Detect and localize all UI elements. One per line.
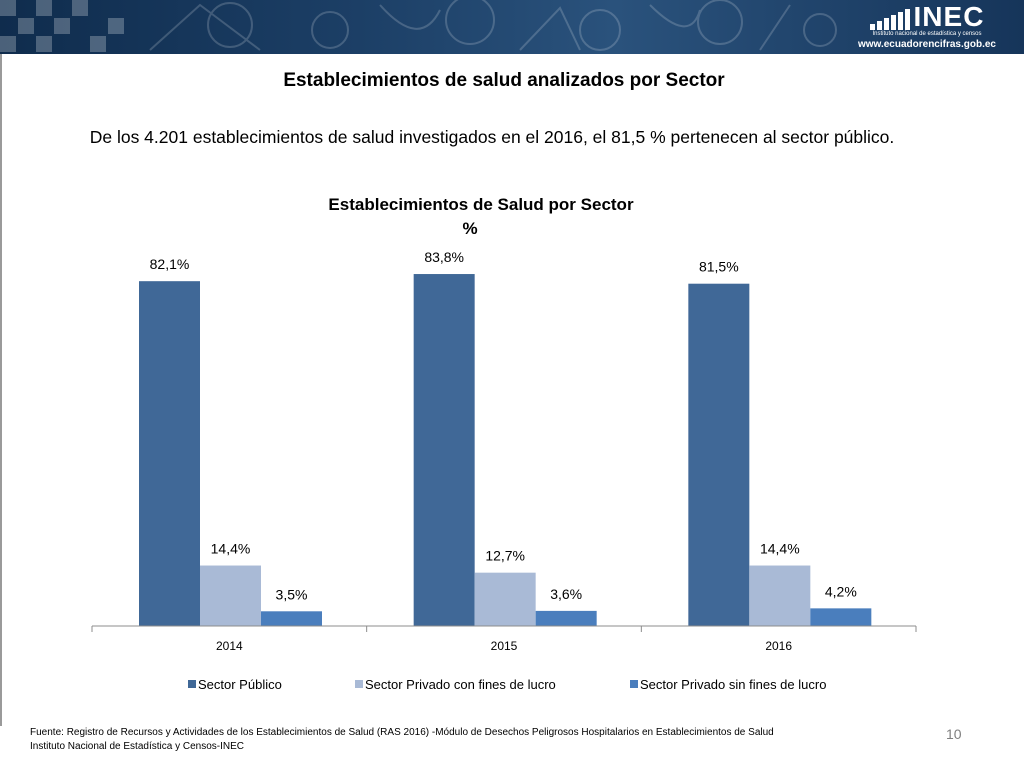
legend-label: Sector Privado sin fines de lucro bbox=[640, 677, 826, 692]
logo-text: INEC bbox=[913, 1, 985, 32]
page-number: 10 bbox=[946, 726, 962, 742]
legend-swatch bbox=[188, 680, 196, 688]
data-label: 82,1% bbox=[150, 256, 190, 272]
summary-text: De los 4.201 establecimientos de salud i… bbox=[89, 127, 895, 147]
footer: Fuente: Registro de Recursos y Actividad… bbox=[30, 726, 774, 754]
slide-title: Establecimientos de salud analizados por… bbox=[283, 70, 725, 91]
bar-2016-3 bbox=[810, 608, 872, 626]
left-divider bbox=[0, 54, 2, 726]
data-label: 4,2% bbox=[825, 583, 857, 599]
chart-title: Establecimientos de Salud por Sector bbox=[328, 195, 634, 214]
legend: Sector Público Sector Privado con fines d… bbox=[188, 677, 826, 692]
institution-note: Instituto Nacional de Estadística y Cens… bbox=[30, 741, 244, 752]
x-tick-label: 2014 bbox=[216, 639, 243, 653]
data-label: 3,5% bbox=[276, 586, 308, 602]
x-tick-label: 2015 bbox=[491, 639, 518, 653]
chart-subtitle: % bbox=[462, 219, 477, 238]
x-tick-label: 2016 bbox=[765, 639, 792, 653]
bar-2015-3 bbox=[535, 610, 597, 626]
logo-subtitle: Instituto nacional de estadística y cens… bbox=[872, 31, 982, 37]
data-label: 83,8% bbox=[424, 249, 464, 265]
inec-logo: INEC Instituto nacional de estadística y… bbox=[857, 1, 996, 51]
bar-2016-1 bbox=[688, 283, 750, 626]
data-label: 14,4% bbox=[760, 541, 800, 557]
legend-label: Sector Privado con fines de lucro bbox=[365, 677, 556, 692]
website-url: www.ecuadorencifras.gob.ec bbox=[857, 39, 996, 50]
data-label: 12,7% bbox=[485, 548, 525, 564]
header-banner: INEC Instituto nacional de estadística y… bbox=[0, 0, 1024, 54]
data-label: 14,4% bbox=[211, 541, 251, 557]
bars-group: 82,1% 14,4% 3,5% 83,8% 12,7% 3,6% 81,5% 14,4% 4,… bbox=[139, 249, 872, 626]
bar-2015-1 bbox=[413, 274, 475, 626]
bar-2015-2 bbox=[474, 572, 536, 626]
decorative-pattern bbox=[0, 0, 837, 52]
data-label: 3,6% bbox=[550, 586, 582, 602]
bar-chart-icon bbox=[869, 6, 910, 30]
legend-swatch bbox=[355, 680, 363, 688]
data-label: 81,5% bbox=[699, 259, 739, 275]
bar-2014-1 bbox=[139, 281, 200, 626]
bar-2016-2 bbox=[749, 565, 811, 626]
legend-swatch bbox=[630, 680, 638, 688]
bar-2014-2 bbox=[200, 565, 261, 626]
x-axis: 2014 2015 2016 bbox=[91, 625, 917, 653]
legend-label: Sector Público bbox=[198, 677, 282, 692]
bar-2014-3 bbox=[261, 611, 322, 626]
source-note: Fuente: Registro de Recursos y Actividad… bbox=[30, 727, 774, 738]
bar-chart: Establecimientos de Salud por Sector % 8… bbox=[91, 195, 917, 692]
